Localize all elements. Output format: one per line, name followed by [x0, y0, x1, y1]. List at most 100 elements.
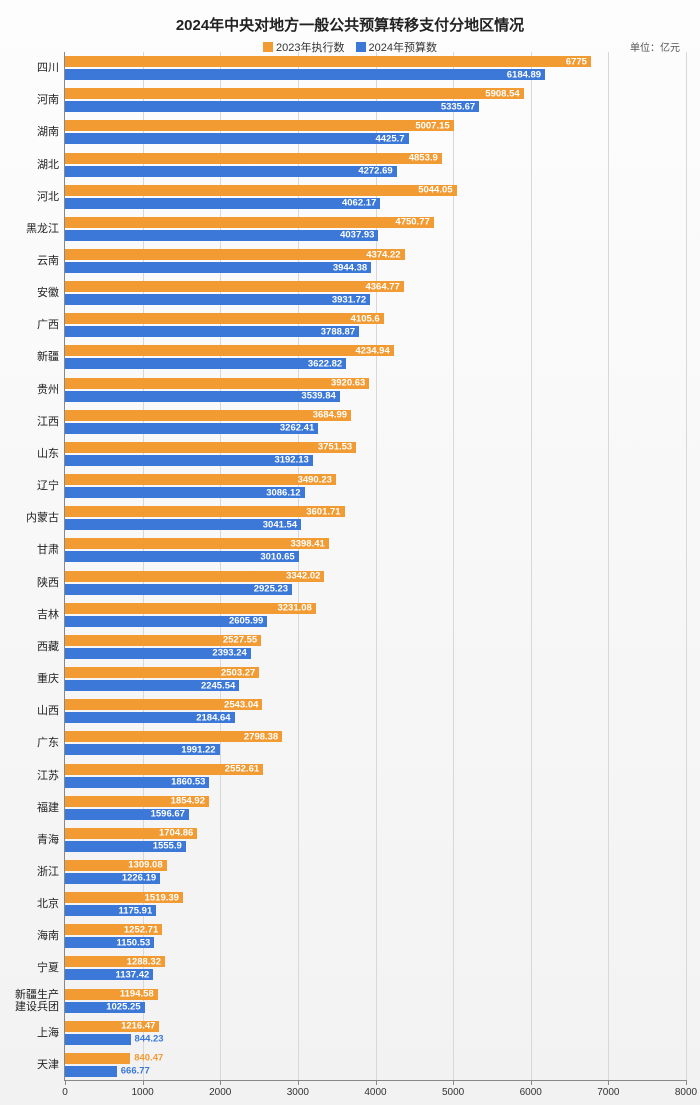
- category-label: 重庆: [7, 673, 65, 685]
- x-tick-mark: [143, 1080, 144, 1085]
- bar: [65, 313, 384, 324]
- bar-value-label: 4105.6: [351, 313, 380, 324]
- bar-value-label: 1288.32: [127, 956, 161, 967]
- bar-value-label: 2393.24: [212, 648, 246, 659]
- category-label: 河北: [7, 191, 65, 203]
- row-group: 重庆2503.272245.54: [65, 667, 686, 691]
- category-label: 海南: [7, 930, 65, 942]
- chart-container: 2024年中央对地方一般公共预算转移支付分地区情况 2023年执行数 2024年…: [0, 0, 700, 1105]
- bar-value-label: 4853.9: [409, 153, 438, 164]
- bar-value-label: 2245.54: [201, 680, 235, 691]
- bar-value-label: 6184.89: [507, 69, 541, 80]
- bar: [65, 345, 394, 356]
- row-group: 河南5908.545335.67: [65, 88, 686, 112]
- x-tick-mark: [298, 1080, 299, 1085]
- bar-value-label: 4062.17: [342, 198, 376, 209]
- bar: [65, 281, 404, 292]
- bar-value-label: 3931.72: [332, 294, 366, 305]
- bar: [65, 133, 409, 144]
- bar-value-label: 3622.82: [308, 358, 342, 369]
- x-tick-mark: [376, 1080, 377, 1085]
- x-tick-label: 3000: [287, 1087, 309, 1098]
- bar: [65, 69, 545, 80]
- bar: [65, 262, 371, 273]
- bar: [65, 442, 356, 453]
- category-label: 青海: [7, 834, 65, 846]
- bar-value-label: 2552.61: [225, 764, 259, 775]
- chart-title: 2024年中央对地方一般公共预算转移支付分地区情况: [8, 10, 692, 35]
- bar-value-label: 4750.77: [395, 217, 429, 228]
- bar: [65, 153, 442, 164]
- bar-value-label: 1991.22: [181, 744, 215, 755]
- category-label: 天津: [7, 1059, 65, 1071]
- row-group: 湖北4853.94272.69: [65, 153, 686, 177]
- row-group: 新疆4234.943622.82: [65, 345, 686, 369]
- bar-value-label: 4364.77: [365, 281, 399, 292]
- category-label: 安徽: [7, 287, 65, 299]
- bar-value-label: 3192.13: [274, 455, 308, 466]
- x-tick-label: 2000: [209, 1087, 231, 1098]
- category-label: 湖北: [7, 159, 65, 171]
- category-label: 湖南: [7, 126, 65, 138]
- bar-value-label: 3944.38: [333, 262, 367, 273]
- bar-value-label: 1194.58: [120, 989, 154, 1000]
- plot-area: 010002000300040005000600070008000四川67756…: [64, 52, 686, 1081]
- bar-value-label: 3398.41: [290, 538, 324, 549]
- row-group: 河北5044.054062.17: [65, 185, 686, 209]
- category-label: 陕西: [7, 577, 65, 589]
- row-group: 内蒙古3601.713041.54: [65, 506, 686, 530]
- row-group: 上海1216.47844.23: [65, 1021, 686, 1045]
- bar-value-label: 5044.05: [418, 185, 452, 196]
- row-group: 西藏2527.552393.24: [65, 635, 686, 659]
- bar-value-label: 2527.55: [223, 635, 257, 646]
- bar-value-label: 4374.22: [366, 249, 400, 260]
- bar: [65, 217, 434, 228]
- bar-value-label: 844.23: [135, 1034, 164, 1045]
- bar-value-label: 1309.08: [128, 860, 162, 871]
- bar: [65, 101, 479, 112]
- x-tick-mark: [220, 1080, 221, 1085]
- row-group: 浙江1309.081226.19: [65, 860, 686, 884]
- bar-value-label: 840.47: [134, 1053, 163, 1064]
- category-label: 福建: [7, 802, 65, 814]
- category-label: 西藏: [7, 641, 65, 653]
- x-tick-label: 4000: [364, 1087, 386, 1098]
- category-label: 新疆: [7, 351, 65, 363]
- bar: [65, 1034, 131, 1045]
- bar: [65, 56, 591, 67]
- row-group: 湖南5007.154425.7: [65, 120, 686, 144]
- category-label: 内蒙古: [7, 512, 65, 524]
- bar-value-label: 4425.7: [375, 133, 404, 144]
- bar-value-label: 1704.86: [159, 828, 193, 839]
- legend-swatch-2024: [356, 42, 366, 52]
- bar-value-label: 3342.02: [286, 571, 320, 582]
- bar: [65, 410, 351, 421]
- bar-value-label: 666.77: [121, 1066, 150, 1077]
- bar-value-label: 1252.71: [124, 924, 158, 935]
- category-label: 甘肃: [7, 544, 65, 556]
- bar: [65, 474, 336, 485]
- bar-value-label: 1555.9: [153, 841, 182, 852]
- category-label: 河南: [7, 94, 65, 106]
- bar: [65, 120, 454, 131]
- bar: [65, 294, 370, 305]
- bar-value-label: 2925.23: [254, 584, 288, 595]
- bar: [65, 88, 524, 99]
- row-group: 辽宁3490.233086.12: [65, 474, 686, 498]
- category-label: 浙江: [7, 866, 65, 878]
- bar-value-label: 5908.54: [485, 88, 519, 99]
- row-group: 安徽4364.773931.72: [65, 281, 686, 305]
- bar-value-label: 6775: [566, 56, 587, 67]
- category-label: 新疆生产 建设兵团: [7, 989, 65, 1013]
- bar-value-label: 3010.65: [260, 551, 294, 562]
- bar-value-label: 2184.64: [196, 712, 230, 723]
- bar-value-label: 3490.23: [298, 474, 332, 485]
- bar-value-label: 1519.39: [145, 892, 179, 903]
- category-label: 江西: [7, 416, 65, 428]
- x-tick-label: 1000: [132, 1087, 154, 1098]
- category-label: 山东: [7, 448, 65, 460]
- x-tick-mark: [531, 1080, 532, 1085]
- category-label: 江苏: [7, 769, 65, 781]
- row-group: 四川67756184.89: [65, 56, 686, 80]
- row-group: 青海1704.861555.9: [65, 828, 686, 852]
